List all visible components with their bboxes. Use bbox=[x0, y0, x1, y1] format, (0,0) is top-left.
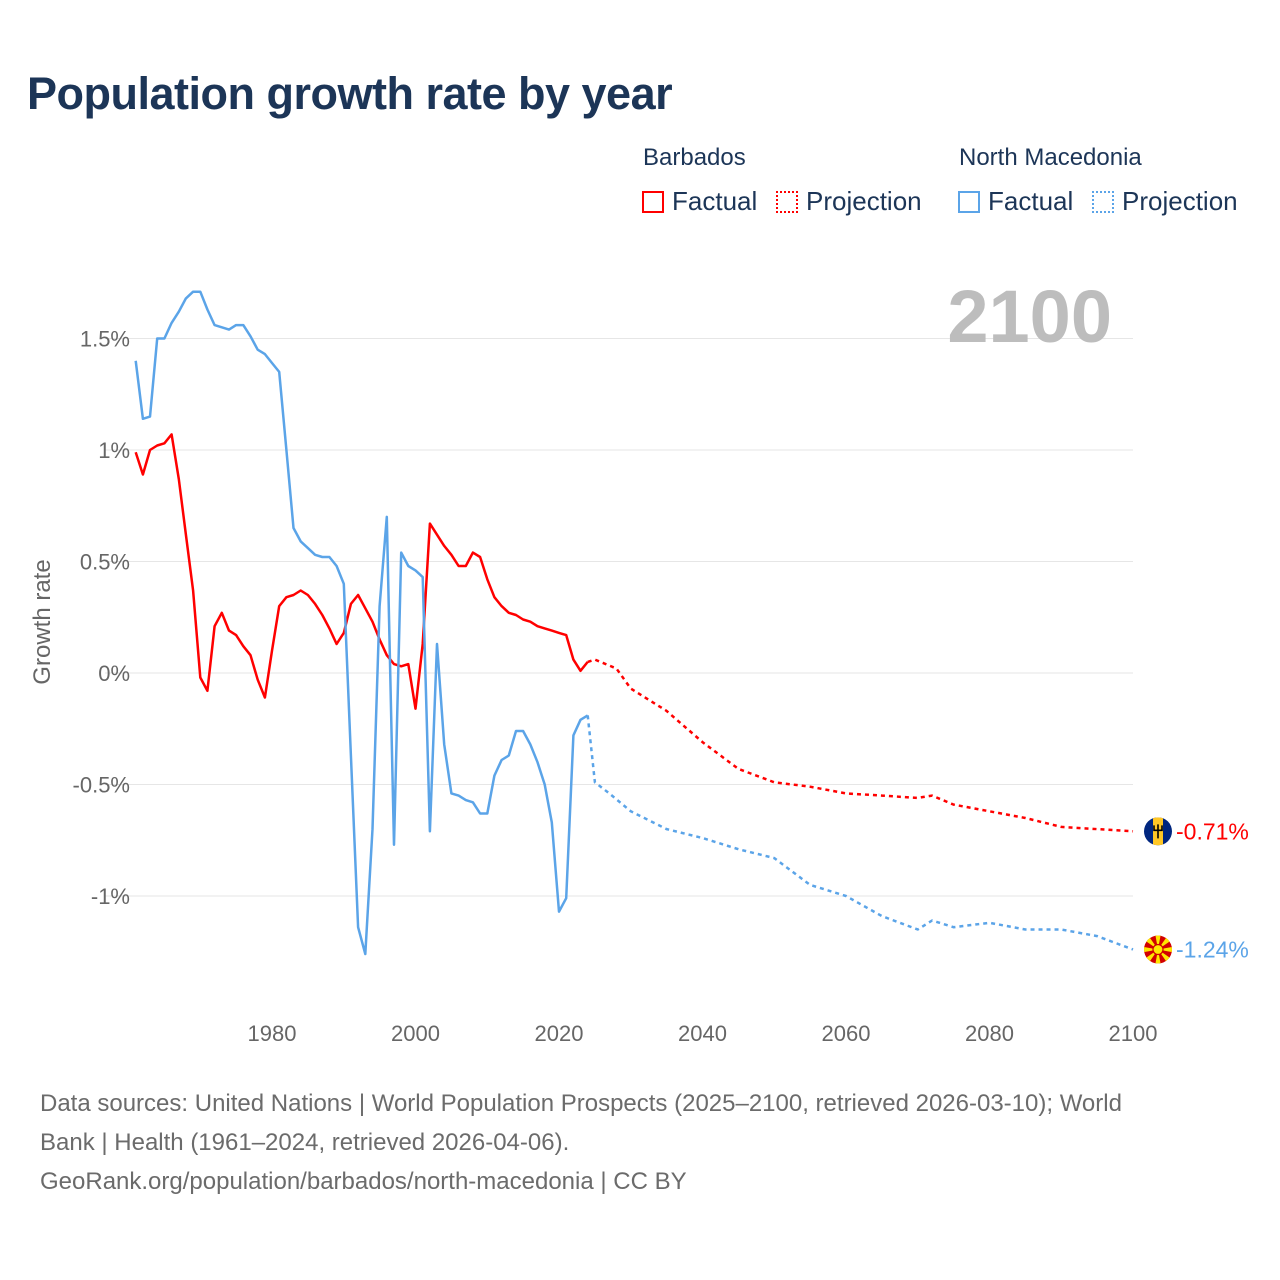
legend-barbados-factual[interactable]: Factual bbox=[642, 186, 757, 217]
x-tick-label: 2020 bbox=[535, 1021, 584, 1046]
x-tick-label: 2000 bbox=[391, 1021, 440, 1046]
y-tick-label: -1% bbox=[91, 884, 130, 909]
legend-group-barbados: Barbados bbox=[643, 144, 746, 171]
y-axis-label: Growth rate bbox=[29, 559, 56, 684]
x-tick-label: 2080 bbox=[965, 1021, 1014, 1046]
legend-label: Factual bbox=[672, 186, 758, 216]
series-line-north-macedonia-projection[interactable] bbox=[586, 715, 1134, 951]
series-line-north-macedonia-factual[interactable] bbox=[134, 290, 589, 956]
y-tick-label: -0.5% bbox=[73, 773, 130, 798]
legend-label: Projection bbox=[1122, 186, 1238, 216]
series-line-barbados-projection[interactable] bbox=[587, 658, 1134, 833]
legend-swatch-dotted bbox=[776, 190, 798, 213]
x-tick-label: 2100 bbox=[1109, 1021, 1158, 1046]
legend-swatch-solid bbox=[958, 190, 980, 213]
legend-swatch-solid bbox=[642, 190, 664, 213]
current-year-display: 2100 bbox=[947, 275, 1112, 358]
footer-sources-line2: Bank | Health (1961–2024, retrieved 2026… bbox=[40, 1129, 570, 1156]
barbados-flag-icon bbox=[1144, 817, 1172, 846]
legend-group-north-macedonia: North Macedonia bbox=[959, 144, 1142, 171]
legend-barbados-projection[interactable]: Projection bbox=[776, 186, 922, 217]
y-tick-label: 1% bbox=[98, 438, 130, 463]
x-tick-label: 2060 bbox=[822, 1021, 871, 1046]
chart-title: Population growth rate by year bbox=[27, 68, 673, 119]
y-tick-label: 0.5% bbox=[80, 550, 130, 575]
footer-link[interactable]: GeoRank.org/population/barbados/north-ma… bbox=[40, 1168, 687, 1195]
footer-sources-line1: Data sources: United Nations | World Pop… bbox=[40, 1090, 1122, 1117]
legend-label: Projection bbox=[806, 186, 922, 216]
x-tick-label: 2040 bbox=[678, 1021, 727, 1046]
legend-north-macedonia-factual[interactable]: Factual bbox=[958, 186, 1073, 217]
legend-swatch-dotted bbox=[1092, 190, 1114, 213]
series-line-barbados-factual[interactable] bbox=[134, 433, 589, 710]
y-tick-label: 1.5% bbox=[80, 327, 130, 352]
legend-label: Factual bbox=[988, 186, 1074, 216]
end-value-label: -1.24% bbox=[1176, 937, 1249, 963]
y-tick-label: 0% bbox=[98, 661, 130, 686]
legend-north-macedonia-projection[interactable]: Projection bbox=[1092, 186, 1238, 217]
end-value-label: -0.71% bbox=[1176, 818, 1249, 844]
x-tick-label: 1980 bbox=[248, 1021, 297, 1046]
north-macedonia-flag-icon bbox=[1144, 935, 1172, 964]
